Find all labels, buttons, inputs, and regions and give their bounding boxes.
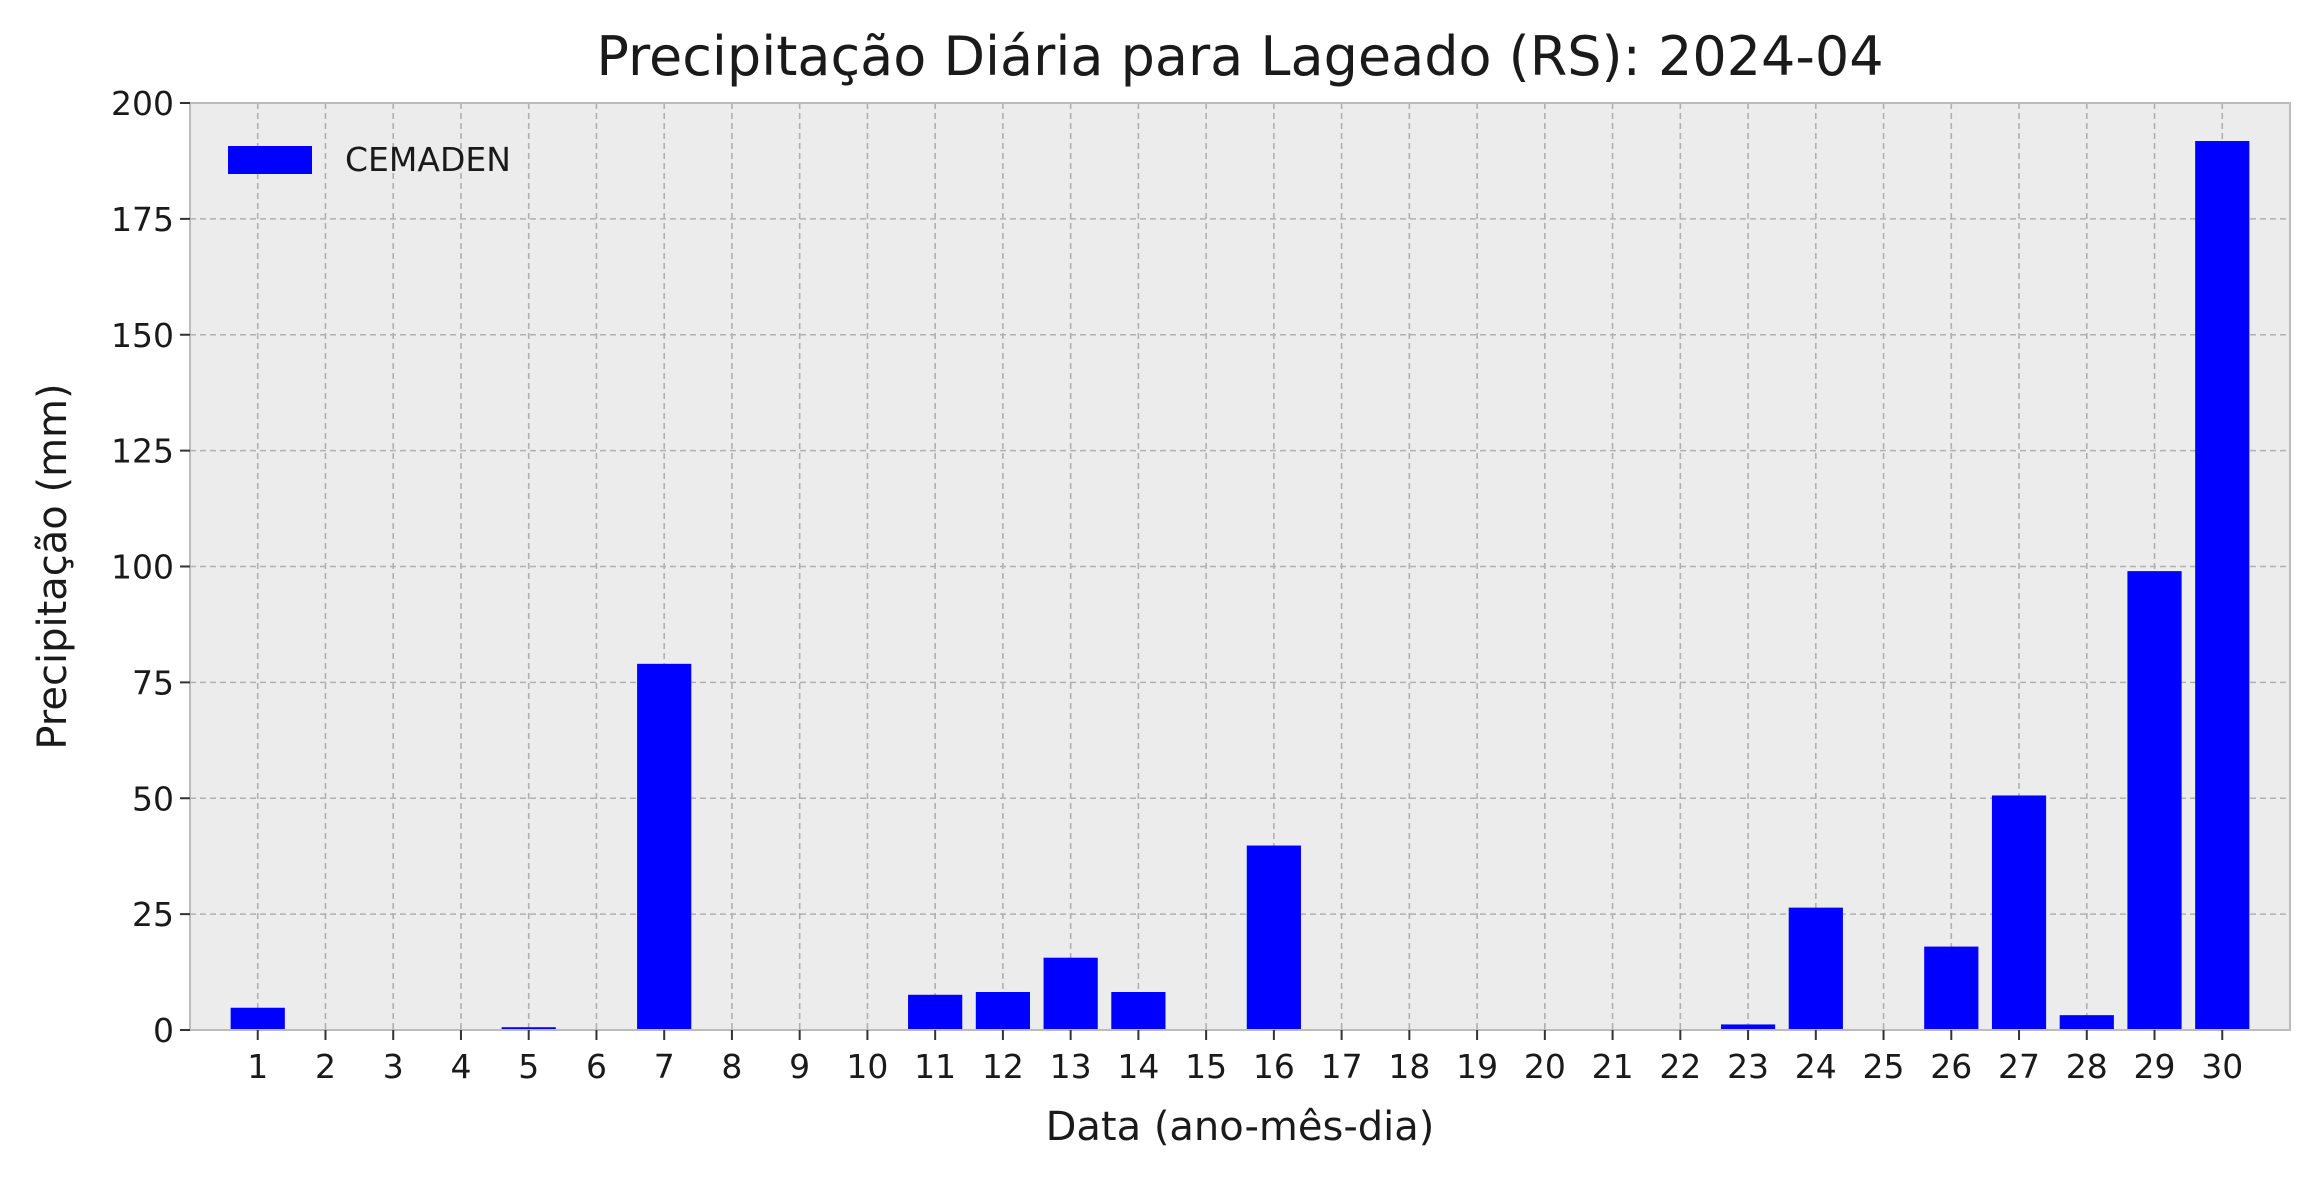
bar-day-16 bbox=[1247, 846, 1301, 1030]
x-tick-label: 9 bbox=[789, 1047, 810, 1086]
x-tick-label: 6 bbox=[586, 1047, 607, 1086]
chart-title: Precipitação Diária para Lageado (RS): 2… bbox=[596, 25, 1883, 88]
x-tick-label: 28 bbox=[2066, 1047, 2108, 1086]
bar-day-13 bbox=[1044, 958, 1098, 1030]
x-tick-label: 16 bbox=[1253, 1047, 1295, 1086]
x-tick-label: 25 bbox=[1863, 1047, 1905, 1086]
x-tick-label: 2 bbox=[315, 1047, 336, 1086]
y-tick-label: 75 bbox=[132, 663, 174, 702]
legend-label-cemaden: CEMADEN bbox=[345, 140, 511, 179]
bar-day-11 bbox=[908, 995, 962, 1030]
y-tick-label: 50 bbox=[132, 779, 174, 818]
bar-day-26 bbox=[1924, 947, 1978, 1030]
x-tick-label: 1 bbox=[247, 1047, 268, 1086]
y-tick-label: 0 bbox=[153, 1011, 174, 1050]
x-tick-label: 3 bbox=[383, 1047, 404, 1086]
x-tick-label: 21 bbox=[1592, 1047, 1634, 1086]
x-tick-label: 27 bbox=[1998, 1047, 2040, 1086]
x-tick-label: 10 bbox=[846, 1047, 888, 1086]
y-tick-label: 25 bbox=[132, 895, 174, 934]
x-tick-label: 12 bbox=[982, 1047, 1024, 1086]
y-tick-label: 150 bbox=[111, 316, 174, 355]
x-tick-label: 13 bbox=[1050, 1047, 1092, 1086]
x-tick-label: 30 bbox=[2201, 1047, 2243, 1086]
y-axis-label: Precipitação (mm) bbox=[30, 383, 76, 749]
x-tick-label: 19 bbox=[1456, 1047, 1498, 1086]
x-tick-label: 22 bbox=[1659, 1047, 1701, 1086]
bar-day-29 bbox=[2127, 571, 2181, 1030]
x-tick-label: 29 bbox=[2134, 1047, 2176, 1086]
x-tick-label: 7 bbox=[654, 1047, 675, 1086]
bar-day-24 bbox=[1789, 908, 1843, 1030]
y-tick-label: 175 bbox=[111, 200, 174, 239]
bar-day-14 bbox=[1111, 992, 1165, 1030]
y-tick-label: 125 bbox=[111, 432, 174, 471]
x-tick-label: 24 bbox=[1795, 1047, 1837, 1086]
x-tick-label: 15 bbox=[1185, 1047, 1227, 1086]
bar-day-12 bbox=[976, 992, 1030, 1030]
bar-day-28 bbox=[2060, 1015, 2114, 1030]
x-tick-label: 23 bbox=[1727, 1047, 1769, 1086]
bar-day-27 bbox=[1992, 795, 2046, 1030]
x-tick-label: 14 bbox=[1117, 1047, 1159, 1086]
x-tick-label: 20 bbox=[1524, 1047, 1566, 1086]
x-axis-label: Data (ano-mês-dia) bbox=[1046, 1104, 1435, 1150]
bar-day-30 bbox=[2195, 141, 2249, 1030]
x-tick-label: 8 bbox=[721, 1047, 742, 1086]
x-tick-label: 5 bbox=[518, 1047, 539, 1086]
y-tick-label: 200 bbox=[111, 84, 174, 123]
legend-swatch-cemaden bbox=[228, 146, 312, 174]
bar-day-7 bbox=[637, 664, 691, 1030]
x-tick-label: 17 bbox=[1321, 1047, 1363, 1086]
x-tick-label: 4 bbox=[450, 1047, 471, 1086]
x-tick-label: 18 bbox=[1388, 1047, 1430, 1086]
bar-day-1 bbox=[231, 1008, 285, 1030]
x-tick-label: 11 bbox=[914, 1047, 956, 1086]
x-tick-label: 26 bbox=[1930, 1047, 1972, 1086]
y-tick-label: 100 bbox=[111, 548, 174, 587]
